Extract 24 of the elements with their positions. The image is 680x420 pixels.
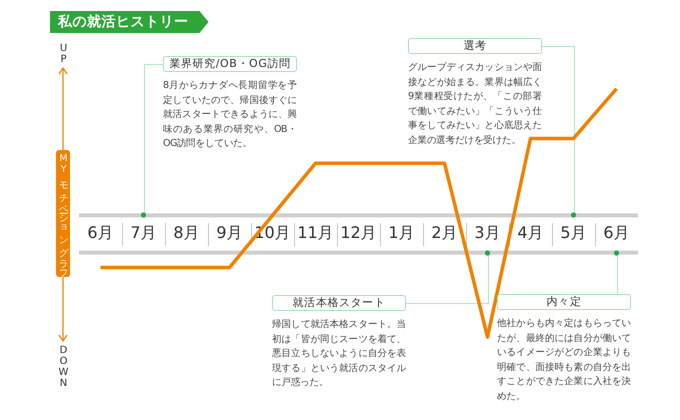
annotation: グループディスカッションや面接などが始まる。業界は幅広く9業種程受けたが、「この部署で働いてみたい」「こういう仕事をしてみたい」と心底思えた企業の選考だけを受けた。: [408, 61, 542, 148]
x-tick-label: 8月: [173, 222, 200, 242]
x-tick-label: 4月: [517, 222, 544, 242]
annotation: 内々定: [497, 294, 631, 310]
x-tick-label: 5月: [560, 222, 587, 242]
annotation: 就活本格スタート: [272, 295, 406, 311]
x-tick-label: 12月: [340, 222, 377, 242]
chart-title: 私の就活ヒストリー: [50, 11, 208, 33]
text: UP: [57, 43, 69, 65]
x-tick-label: 7月: [130, 222, 157, 242]
x-tick-label: 9月: [216, 222, 243, 242]
x-tick-label: 3月: [474, 222, 501, 242]
annotation: 他社からも内々定はもらっていたが、最終的には自分が働いているイメージがどの企業よりも明確で、面接時も素の自分を出すことができた企業に入社を決めた。: [497, 317, 631, 404]
x-tick-label: 6月: [87, 222, 114, 242]
annotation: 帰国して就活本格スタート。当初は「皆が同じスーツを着て、悪目立ちしないように自分を表現する」という就活のスタイルに戸惑った。: [272, 318, 406, 390]
y-axis-title: MYモチベーショングラフ: [56, 150, 70, 277]
x-tick-label: 1月: [388, 222, 415, 242]
text: 業界研究/OB・OG訪問: [163, 56, 297, 72]
x-tick-label: 6月: [603, 222, 630, 242]
x-tick-label: 11月: [297, 222, 334, 242]
x-tick-label: 2月: [431, 222, 458, 242]
text: DOWN: [57, 345, 69, 389]
text: 選考: [408, 38, 542, 54]
annotation: 8月からカナダへ長期留学を予定していたので、帰国後すぐに就活スタートできるように、興味のある業界の研究や、OB・OG訪問をしていた。: [163, 79, 297, 151]
